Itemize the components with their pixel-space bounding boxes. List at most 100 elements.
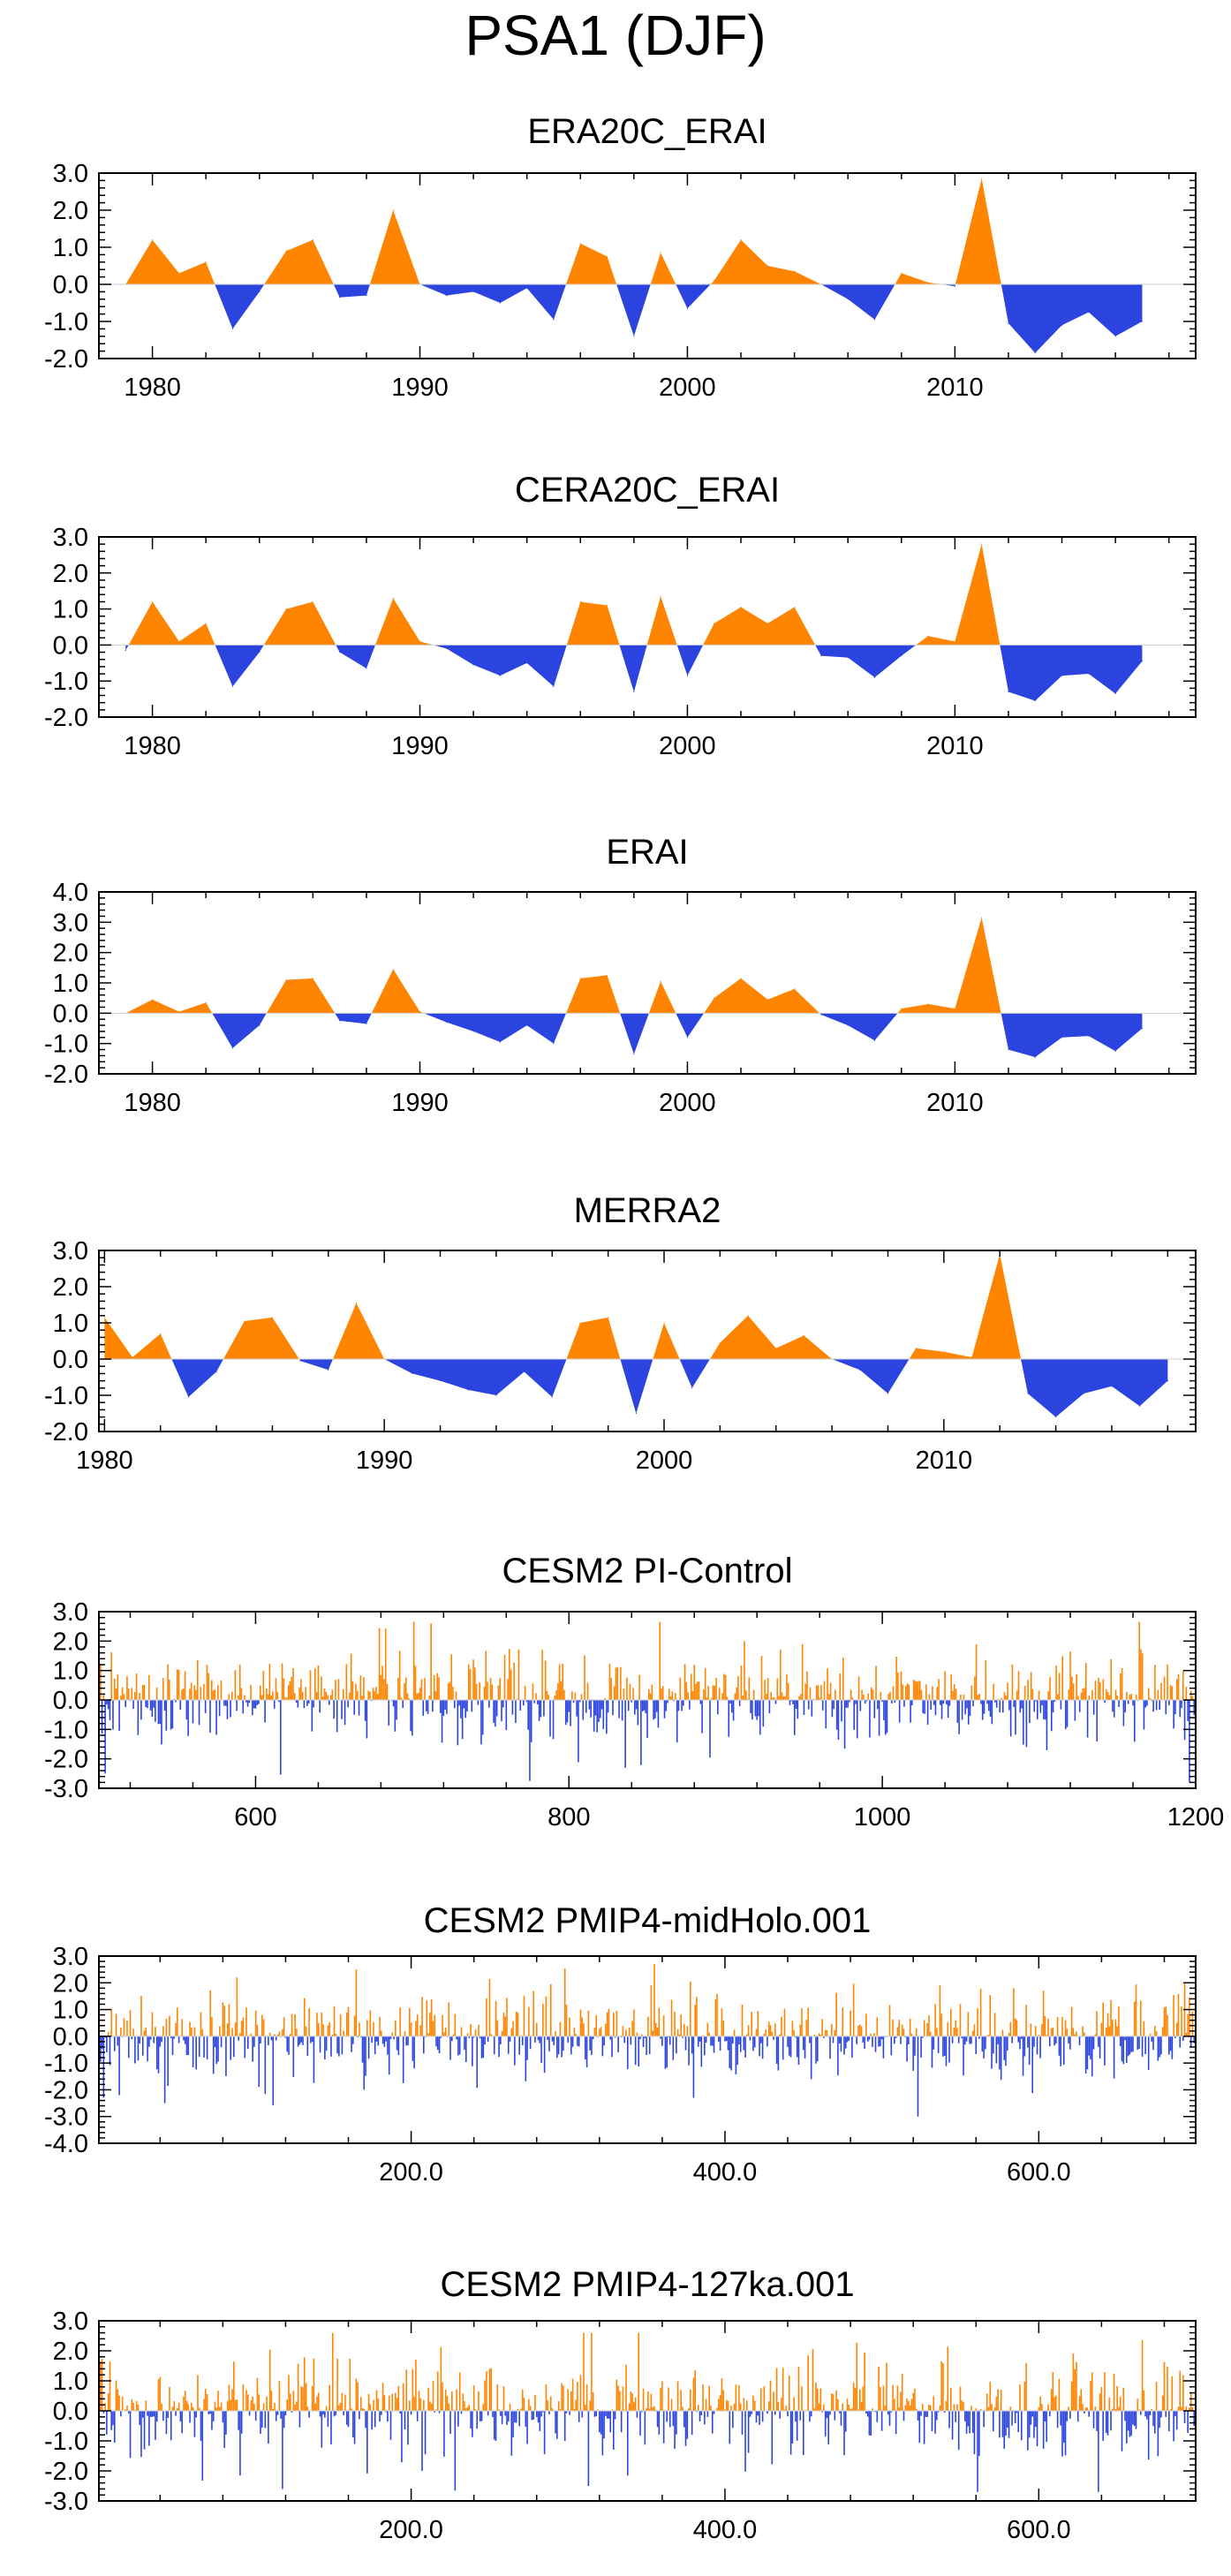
subplot-title: MERRA2 xyxy=(574,1191,721,1230)
positive-bar xyxy=(812,2349,814,2411)
positive-bar xyxy=(1070,2381,1073,2411)
positive-bar xyxy=(448,2002,450,2036)
negative-bar xyxy=(872,2036,873,2047)
negative-bar xyxy=(535,2411,538,2417)
negative-bar xyxy=(826,2411,828,2419)
positive-bar xyxy=(611,2409,613,2411)
positive-bar xyxy=(741,2004,744,2036)
negative-bar xyxy=(282,2411,283,2489)
positive-bar xyxy=(317,2392,320,2411)
negative-bar xyxy=(1054,2036,1055,2046)
negative-bar xyxy=(570,1700,571,1726)
negative-bar xyxy=(620,2411,623,2433)
negative-bar xyxy=(1033,2411,1035,2438)
negative-bar xyxy=(208,2411,210,2414)
negative-bar xyxy=(394,1700,396,1732)
negative-bar xyxy=(942,1700,945,1704)
negative-bar xyxy=(598,1700,600,1722)
positive-bar xyxy=(928,1694,931,1700)
positive-bar xyxy=(317,2022,320,2036)
positive-bar xyxy=(1023,2381,1026,2411)
negative-bar xyxy=(209,2411,211,2414)
negative-bar xyxy=(225,2036,227,2076)
data-point xyxy=(205,261,207,263)
negative-bar xyxy=(148,2036,150,2047)
positive-bar xyxy=(183,2396,185,2411)
negative-bar xyxy=(487,2411,489,2416)
positive-bar xyxy=(127,1688,130,1700)
negative-bar xyxy=(937,2036,940,2053)
data-point xyxy=(686,1037,689,1039)
positive-bar xyxy=(185,2400,188,2411)
positive-bar xyxy=(432,2021,434,2036)
negative-bar xyxy=(1092,2036,1095,2050)
positive-bar xyxy=(361,2408,364,2411)
positive-bar xyxy=(1187,2013,1189,2036)
negative-bar xyxy=(1044,2411,1046,2421)
negative-area xyxy=(679,1359,710,1388)
positive-bar xyxy=(327,2025,329,2036)
positive-bar xyxy=(955,2020,956,2036)
positive-bar xyxy=(1177,1993,1180,2036)
negative-bar xyxy=(911,1700,913,1706)
positive-bar xyxy=(638,1674,640,1700)
positive-bar xyxy=(131,2398,133,2411)
positive-bar xyxy=(763,2386,766,2411)
positive-bar xyxy=(544,1660,547,1700)
positive-bar xyxy=(107,2031,110,2036)
negative-bar xyxy=(252,1700,253,1716)
negative-bar xyxy=(833,1700,835,1710)
y-tick-label: 3.0 xyxy=(53,1598,88,1627)
positive-bar xyxy=(329,1695,332,1700)
negative-bar xyxy=(571,2036,574,2047)
y-tick-label: -1.0 xyxy=(44,2428,88,2456)
positive-bar xyxy=(830,2023,833,2036)
positive-bar xyxy=(147,1674,150,1700)
negative-bar xyxy=(1048,2036,1051,2047)
positive-bar xyxy=(764,1679,766,1700)
positive-bar xyxy=(690,1673,692,1700)
positive-bar xyxy=(950,1673,953,1700)
positive-bar xyxy=(900,2391,902,2411)
positive-bar xyxy=(783,2008,786,2036)
positive-bar xyxy=(668,1688,670,1700)
negative-bar xyxy=(790,1700,793,1702)
negative-bar xyxy=(1054,1700,1056,1703)
negative-bar xyxy=(371,2036,373,2043)
positive-bar xyxy=(918,1681,919,1700)
positive-bar xyxy=(909,2405,911,2411)
negative-bar xyxy=(151,2411,154,2417)
positive-bar xyxy=(619,2391,621,2411)
negative-bar xyxy=(914,2036,916,2056)
positive-bar xyxy=(125,2409,127,2411)
positive-bar xyxy=(909,2018,911,2036)
y-tick-label: -2.0 xyxy=(44,1418,88,1447)
negative-bar xyxy=(730,2036,732,2071)
negative-bar xyxy=(588,1700,591,1710)
positive-bar xyxy=(434,2014,436,2036)
data-point xyxy=(970,1356,973,1358)
positive-bar xyxy=(286,1696,288,1700)
negative-bar xyxy=(1008,1700,1010,1711)
negative-bar xyxy=(198,2036,200,2057)
positive-bar xyxy=(331,1689,334,1700)
negative-bar xyxy=(666,2036,668,2068)
positive-bar xyxy=(809,1687,812,1700)
y-tick-label: 1.0 xyxy=(53,1310,88,1338)
negative-bar xyxy=(284,2411,287,2416)
positive-bar xyxy=(399,2007,401,2036)
negative-bar xyxy=(539,2036,541,2043)
data-point xyxy=(467,1389,469,1391)
negative-bar xyxy=(264,1700,266,1723)
positive-bar xyxy=(1074,2368,1076,2411)
positive-bar xyxy=(270,1695,272,1700)
positive-bar xyxy=(359,1675,362,1700)
positive-bar xyxy=(535,1693,537,1700)
negative-bar xyxy=(167,2036,169,2086)
positive-bar xyxy=(102,1694,105,1700)
x-tick-label: 1980 xyxy=(124,732,181,760)
positive-bar xyxy=(692,2377,695,2411)
positive-bar xyxy=(813,2035,816,2036)
positive-bar xyxy=(256,2377,259,2411)
negative-bar xyxy=(399,2411,401,2414)
